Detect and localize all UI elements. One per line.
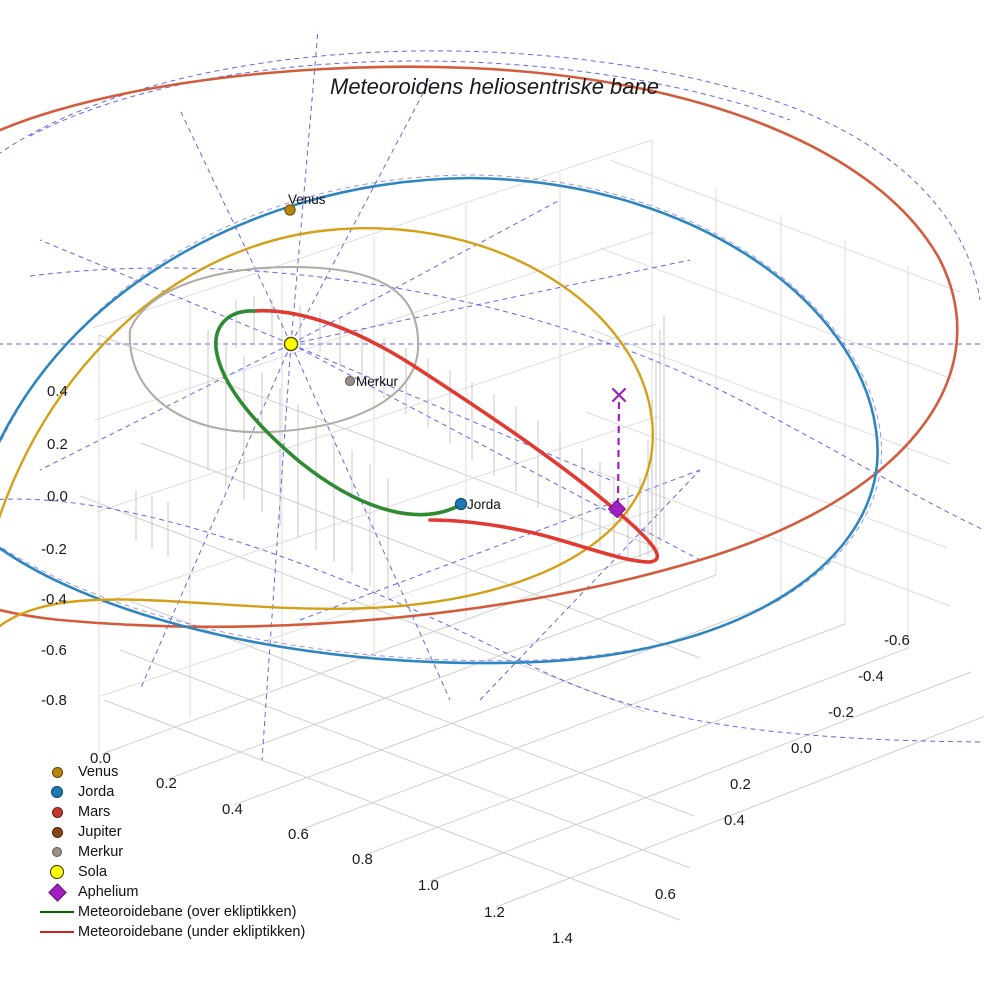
legend-label-aphelium: Aphelium [78,884,139,900]
z-tick-3: 0.0 [791,740,812,757]
sola-dot-icon [36,865,78,879]
legend-label-jupiter: Jupiter [78,824,122,840]
aphelium-x-marker [611,387,627,403]
green-line-icon [36,911,78,913]
y-tick-5: -0.6 [41,642,67,659]
aphelium-diamond-icon [36,882,78,902]
legend-item-mars[interactable]: Mars [36,802,305,822]
z-tick-4: 0.2 [730,776,751,793]
orbit-merkur [128,265,420,434]
merkur-marker [344,375,356,387]
y-tick-1: 0.2 [47,436,68,453]
orbit-jorda [0,176,879,665]
jorda-dot-icon [36,786,78,798]
mars-dot-icon [36,806,78,818]
legend-label-sola: Sola [78,864,108,880]
legend-label-under-ekliptikken: Meteoroidebane (under ekliptikken) [78,924,306,940]
x-tick-0: 0.0 [90,750,111,767]
z-tick-0: -0.6 [884,632,910,649]
x-tick-6: 1.2 [484,904,505,921]
meteoroid-orbit-under-ecliptic [252,308,660,564]
jorda-marker [454,497,468,511]
y-tick-0: 0.4 [47,383,68,400]
legend-item-under-ekliptikken[interactable]: Meteoroidebane (under ekliptikken) [36,922,305,942]
aphelium-projection-line [616,399,621,506]
stem-lines [135,296,665,598]
y-tick-2: 0.0 [47,488,68,505]
y-tick-6: -0.8 [41,692,67,709]
x-tick-5: 1.0 [418,877,439,894]
meteoroid-orbit-over-ecliptic [214,309,464,517]
jupiter-dot-icon [36,826,78,838]
label-venus: Venus [288,192,326,207]
z-tick-5: 0.4 [724,812,745,829]
legend-item-aphelium[interactable]: Aphelium [36,882,305,902]
legend-label-over-ekliptikken: Meteoroidebane (over ekliptikken) [78,904,297,920]
legend: Venus Jorda Mars Jupiter Merkur [36,762,305,942]
y-tick-4: -0.4 [41,591,67,608]
legend-item-merkur[interactable]: Merkur [36,842,305,862]
x-tick-3: 0.6 [288,826,309,843]
label-merkur: Merkur [356,374,399,389]
z-tick-6: 0.6 [655,886,676,903]
red-line-icon [36,931,78,933]
x-tick-2: 0.4 [222,801,243,818]
x-tick-4: 0.8 [352,851,373,868]
venus-dot-icon [36,766,78,778]
legend-item-sola[interactable]: Sola [36,862,305,882]
page-title: Meteoroidens heliosentriske bane [330,74,659,99]
ecliptic-reference-lines [0,29,984,761]
legend-label-jorda: Jorda [78,784,115,800]
legend-label-venus: Venus [78,764,119,780]
venus-marker [284,204,296,216]
x-tick-1: 0.2 [156,775,177,792]
legend-item-jorda[interactable]: Jorda [36,782,305,802]
legend-label-merkur: Merkur [78,844,124,860]
y-tick-3: -0.2 [41,541,67,558]
legend-item-over-ekliptikken[interactable]: Meteoroidebane (over ekliptikken) [36,902,305,922]
z-tick-1: -0.4 [858,668,884,685]
legend-item-jupiter[interactable]: Jupiter [36,822,305,842]
merkur-dot-icon [36,847,78,857]
legend-label-mars: Mars [78,804,111,820]
sola-marker [283,336,299,352]
label-jorda: Jorda [467,497,501,512]
orbit-venus [0,227,654,628]
x-tick-7: 1.4 [552,930,573,947]
aphelium-marker [607,499,627,519]
z-tick-2: -0.2 [828,704,854,721]
orbit-mars [0,65,959,629]
legend-item-venus[interactable]: Venus [36,762,305,782]
